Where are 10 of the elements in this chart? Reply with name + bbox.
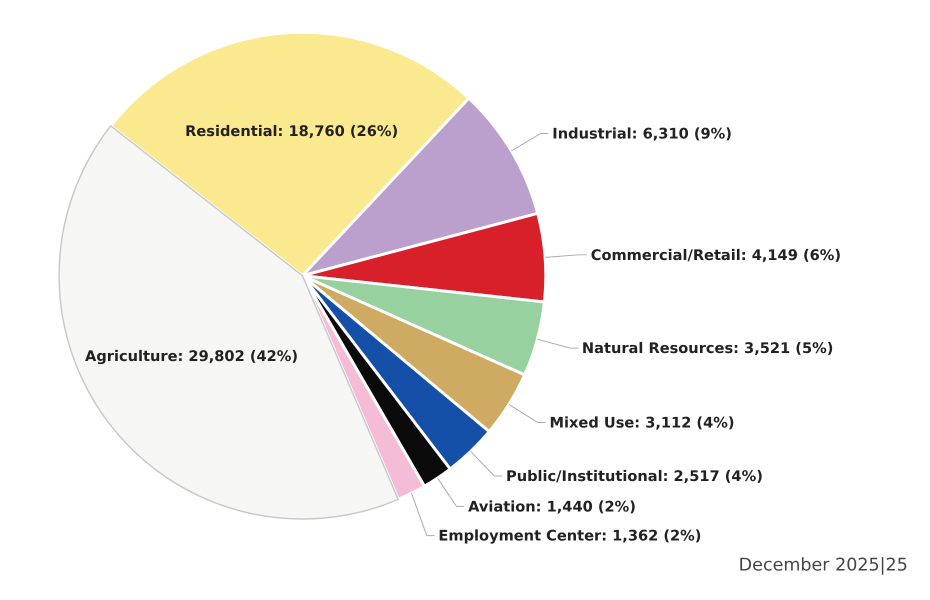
slice-label: Residential: 18,760 (26%) [185, 123, 398, 140]
slice-label: Industrial: 6,310 (9%) [552, 126, 732, 143]
slice-label: Natural Resources: 3,521 (5%) [582, 340, 834, 358]
slice-label: Mixed Use: 3,112 (4%) [549, 414, 735, 432]
slice-label: Aviation: 1,440 (2%) [468, 498, 636, 516]
slice-label: Commercial/Retail: 4,149 (6%) [590, 246, 842, 264]
slice-label: Employment Center: 1,362 (2%) [438, 528, 702, 545]
text: December 2025|25 [738, 556, 908, 576]
slice-label: Agriculture: 29,802 (42%) [85, 348, 298, 366]
slice-label: Public/Institutional: 2,517 (4%) [506, 468, 763, 486]
